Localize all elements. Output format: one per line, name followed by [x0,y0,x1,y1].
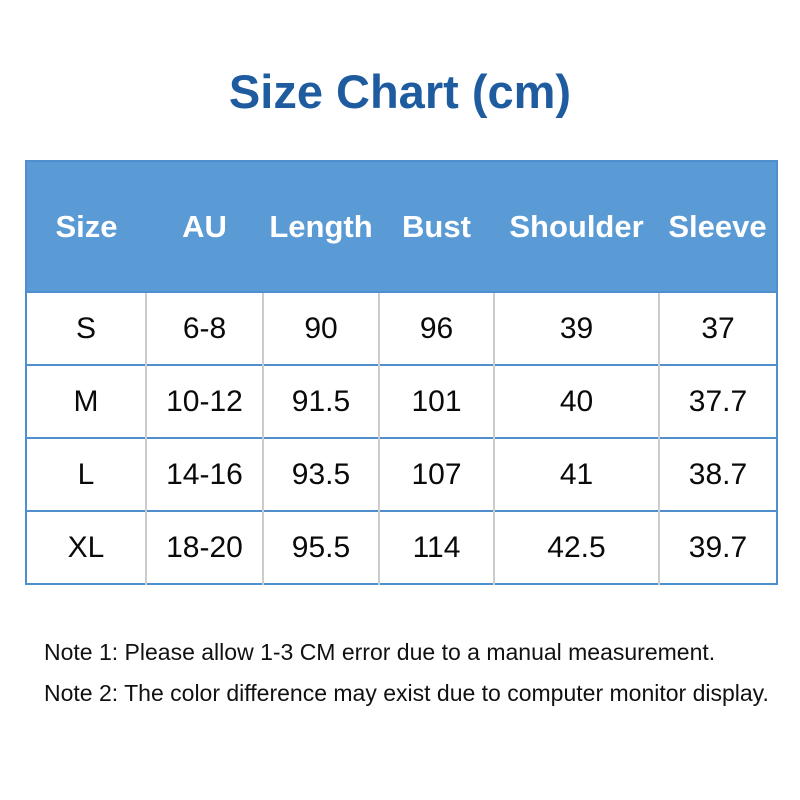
table-row-xl: XL 18-20 95.5 114 42.5 39.7 [26,510,777,584]
column-header-sleeve: Sleeve [659,161,777,292]
cell-bust: 114 [378,510,494,584]
cell-size: L [26,437,146,511]
cell-shoulder: 39 [493,291,659,365]
cell-length: 90 [262,291,379,365]
table-row-m: M 10-12 91.5 101 40 37.7 [26,364,777,438]
column-header-size: Size [26,161,146,292]
cell-length: 95.5 [262,510,379,584]
note-1: Note 1: Please allow 1-3 CM error due to… [44,639,716,665]
column-header-bust: Bust [379,161,494,292]
cell-bust: 96 [378,291,494,365]
cell-size: M [26,364,146,438]
cell-shoulder: 41 [493,437,659,511]
cell-au: 6-8 [145,291,263,365]
cell-au: 18-20 [145,510,263,584]
table-row-s: S 6-8 90 96 39 37 [26,291,777,365]
table-body: S 6-8 90 96 39 37 M 10-12 91.5 101 40 37… [26,291,777,584]
page-title: Size Chart (cm) [228,65,572,118]
cell-au: 14-16 [145,437,263,511]
cell-sleeve: 37 [658,291,777,365]
cell-au: 10-12 [145,364,263,438]
cell-shoulder: 40 [493,364,659,438]
cell-bust: 107 [378,437,494,511]
cell-length: 91.5 [262,364,379,438]
table-header: Size AU Length Bust Shoulder Sleeve [26,161,777,292]
notes-section: Note 1: Please allow 1-3 CM error due to… [44,632,784,714]
header-row: Size AU Length Bust Shoulder Sleeve [26,161,777,292]
cell-shoulder: 42.5 [493,510,659,584]
cell-size: XL [26,510,146,584]
cell-sleeve: 38.7 [658,437,777,511]
column-header-au: AU [146,161,263,292]
cell-sleeve: 37.7 [658,364,777,438]
cell-sleeve: 39.7 [658,510,777,584]
cell-size: S [26,291,146,365]
cell-bust: 101 [378,364,494,438]
table-row-l: L 14-16 93.5 107 41 38.7 [26,437,777,511]
cell-length: 93.5 [262,437,379,511]
column-header-length: Length [263,161,379,292]
column-header-shoulder: Shoulder [494,161,659,292]
size-chart-table: Size AU Length Bust Shoulder Sleeve S 6-… [25,160,778,585]
note-2: Note 2: The color difference may exist d… [44,680,769,706]
